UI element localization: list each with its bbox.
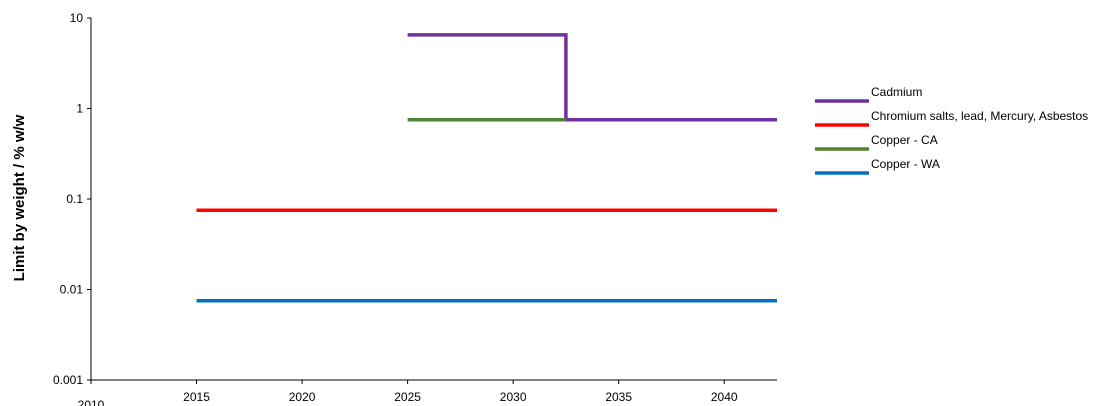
y-tick-label: 0.001 [53, 373, 83, 387]
legend: Cadmium Chromium salts, lead, Mercury, As… [815, 85, 1088, 175]
y-tick-label: 10 [70, 11, 84, 25]
series-lines [196, 33, 777, 303]
x-tick-label: 2030 [500, 390, 527, 404]
axes: 0.001 0.01 0.1 1 10 2010 2015 2020 2025 2030 2035 2… [53, 11, 777, 406]
legend-label-chromium-salts-lead-mercury-asbestos: Chromium salts, lead, Mercury, Asbestos [871, 109, 1088, 123]
x-tick-label: 2025 [394, 390, 421, 404]
y-axis-title: Limit by weight / % w/w [11, 114, 28, 281]
y-tick-label: 1 [76, 102, 83, 116]
y-tick-label: 0.01 [60, 283, 84, 297]
y-tick-label: 0.1 [66, 192, 83, 206]
legend-label-cadmium: Cadmium [871, 85, 922, 99]
series-line-cadmium [407, 33, 777, 122]
x-tick-label: 2020 [289, 390, 316, 404]
x-tick-label: 2040 [711, 390, 738, 404]
legend-label-copper-ca: Copper - CA [871, 133, 938, 147]
x-tick-label: 2035 [605, 390, 632, 404]
x-tick-label: 2015 [183, 390, 210, 404]
x-tick-label: 2010 [78, 398, 105, 406]
legend-label-copper-wa: Copper - WA [871, 157, 940, 171]
